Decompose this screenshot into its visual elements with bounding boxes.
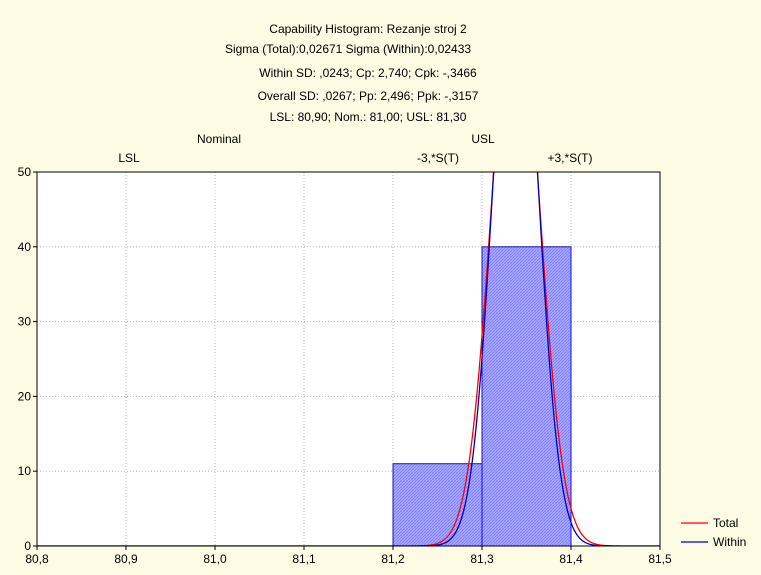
chart-title-block: Capability Histogram: Rezanje stroj 2 Si… bbox=[225, 22, 479, 124]
y-tick-label: 0 bbox=[24, 539, 31, 553]
spec-labels: LSL Nominal USL -3,*S(T) +3,*S(T) bbox=[118, 132, 592, 165]
title-line: Sigma (Total):0,02671 Sigma (Within):0,0… bbox=[225, 42, 471, 56]
y-tick-label: 50 bbox=[18, 165, 32, 179]
histogram-bar bbox=[481, 246, 572, 547]
x-tick-label: 81,1 bbox=[292, 552, 316, 566]
usl-label: USL bbox=[471, 132, 495, 146]
legend: Total Within bbox=[681, 516, 746, 549]
y-tick-label: 40 bbox=[18, 240, 32, 254]
y-tick-label: 30 bbox=[18, 315, 32, 329]
minus-3-sigma-label: -3,*S(T) bbox=[417, 151, 459, 165]
plus-3-sigma-label: +3,*S(T) bbox=[547, 151, 592, 165]
x-tick-label: 81,3 bbox=[470, 552, 494, 566]
y-tick-label: 20 bbox=[18, 389, 32, 403]
nominal-label: Nominal bbox=[197, 132, 241, 146]
x-tick-label: 81,2 bbox=[381, 552, 405, 566]
x-tick-label: 81,5 bbox=[648, 552, 672, 566]
title-line: Overall SD: ,0267; Pp: 2,496; Ppk: -,315… bbox=[258, 89, 479, 103]
legend-label-within: Within bbox=[713, 535, 746, 549]
x-tick-label: 80,9 bbox=[114, 552, 138, 566]
legend-label-total: Total bbox=[713, 516, 738, 530]
normal-curve-total bbox=[37, 172, 660, 546]
x-tick-label: 81,4 bbox=[559, 552, 583, 566]
title-line: Within SD: ,0243; Cp: 2,740; Cpk: -,3466 bbox=[259, 66, 477, 80]
histogram-bar bbox=[392, 463, 483, 547]
x-axis: 80,8 80,9 81,0 81,1 81,2 81,3 81,4 81,5 bbox=[25, 546, 672, 566]
normal-curve-within bbox=[37, 172, 660, 546]
plot-frame bbox=[36, 171, 661, 547]
x-tick-label: 81,0 bbox=[203, 552, 227, 566]
lsl-label: LSL bbox=[118, 151, 140, 165]
title-line: LSL: 80,90; Nom.: 81,00; USL: 81,30 bbox=[270, 110, 467, 124]
y-axis: 0 10 20 30 40 50 bbox=[18, 165, 37, 553]
title-line: Capability Histogram: Rezanje stroj 2 bbox=[269, 22, 467, 36]
x-tick-label: 80,8 bbox=[25, 552, 49, 566]
normal-curves bbox=[37, 172, 660, 546]
y-tick-label: 10 bbox=[18, 464, 32, 478]
histogram-bars bbox=[392, 246, 572, 547]
